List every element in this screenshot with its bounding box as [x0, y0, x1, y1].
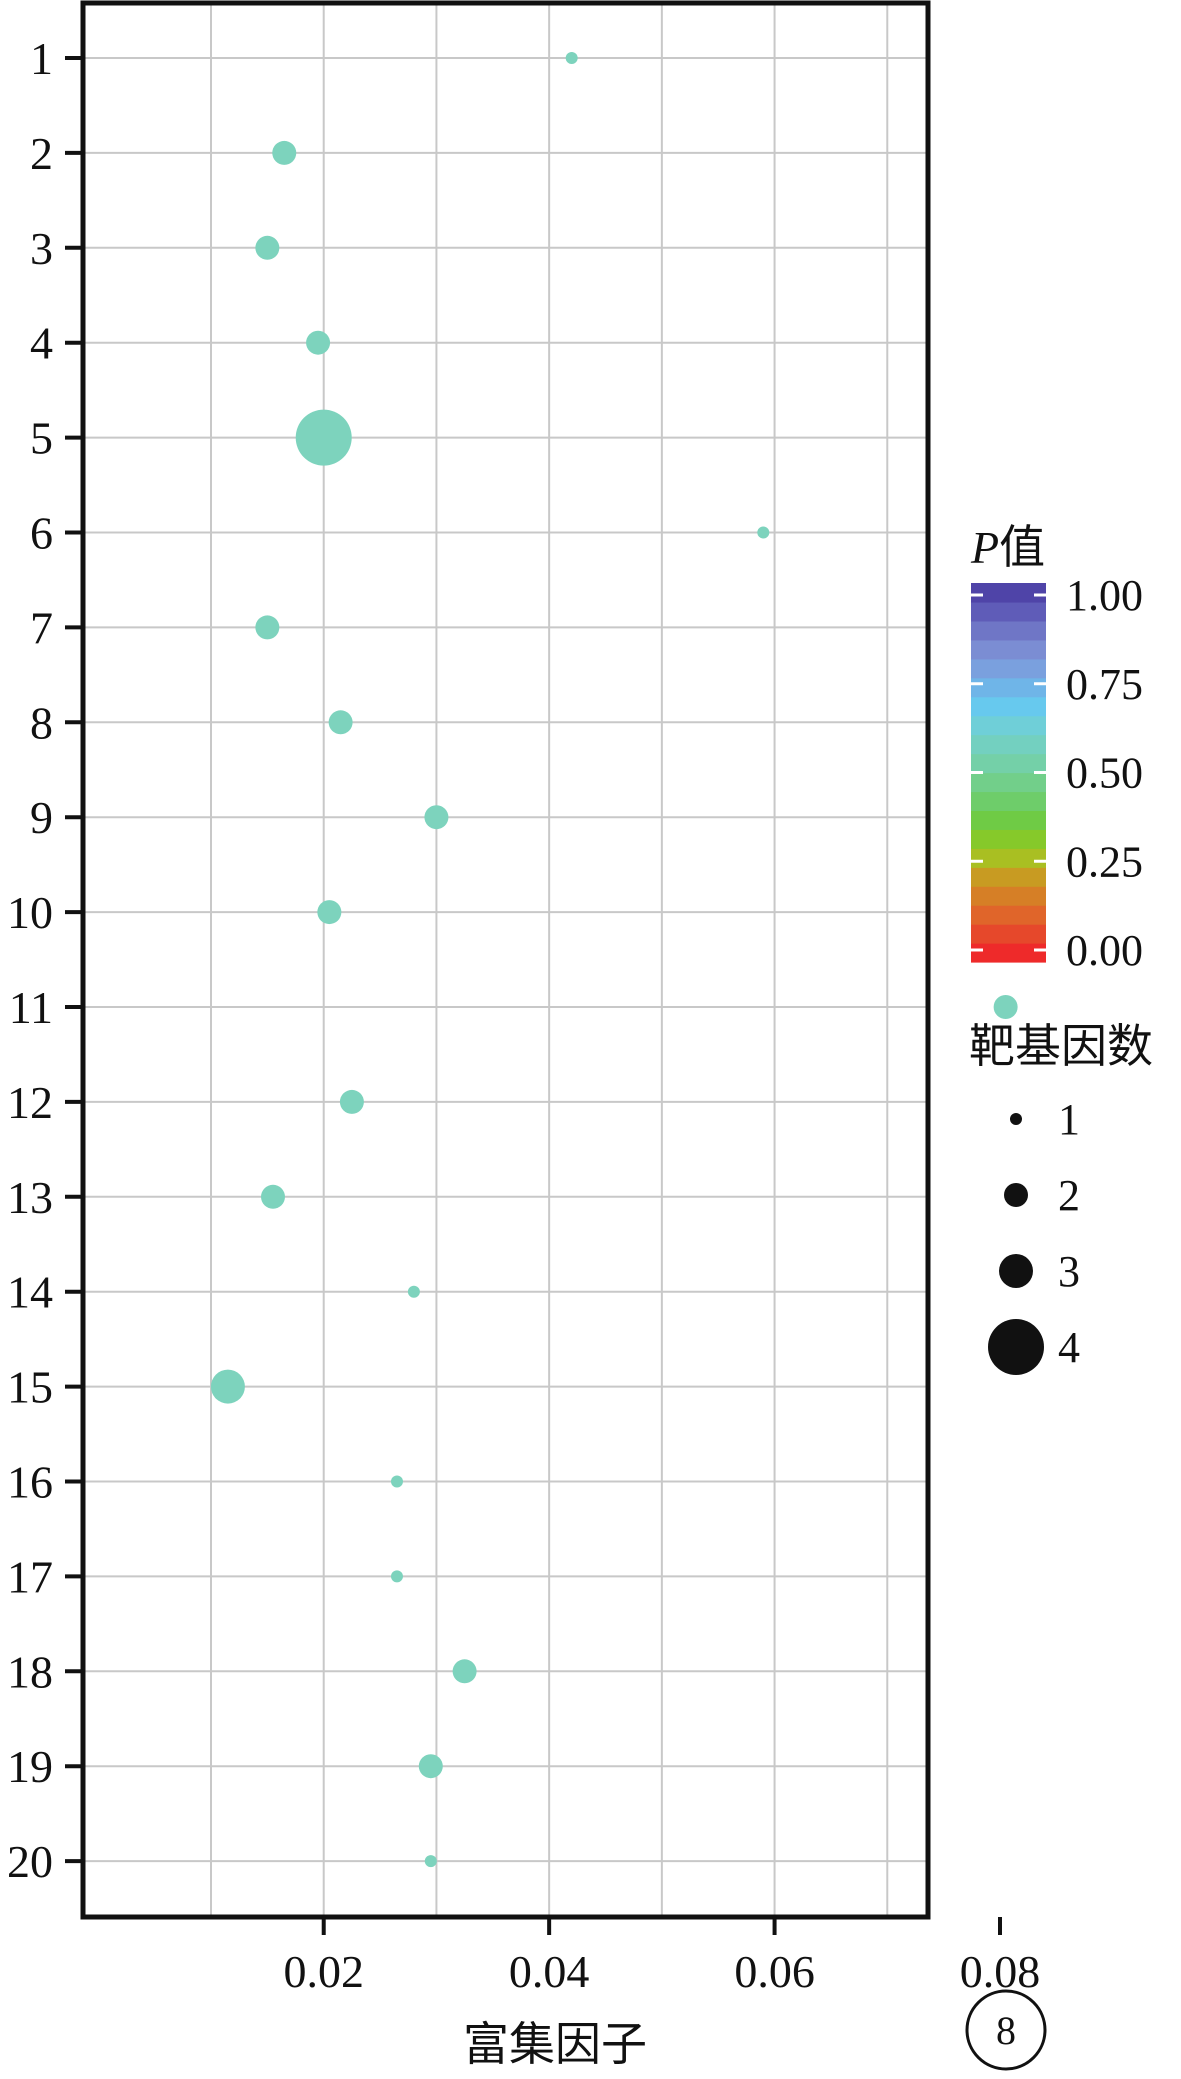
size-legend-marker: [1004, 1183, 1028, 1207]
grid-lines: [83, 3, 928, 1917]
size-legend-marker: [999, 1254, 1033, 1288]
data-point: [407, 1285, 420, 1298]
data-point: [328, 710, 353, 735]
color-legend-swatch: [971, 829, 1046, 849]
y-tick-label: 15: [7, 1362, 53, 1413]
data-point: [390, 1570, 403, 1583]
color-legend-swatch: [971, 620, 1046, 641]
panel-badge-number: 8: [996, 2008, 1016, 2053]
y-tick-label: 2: [30, 128, 53, 179]
y-tick-label: 20: [7, 1836, 53, 1887]
y-tick-label: 9: [30, 792, 53, 843]
color-legend-swatch: [971, 715, 1046, 736]
plot-frame: [80, 0, 931, 1920]
color-legend-swatch: [971, 924, 1046, 944]
size-legend-marker: [1010, 1113, 1022, 1125]
color-legend-swatch: [971, 658, 1046, 679]
data-point: [260, 1184, 285, 1209]
color-legend-tick-label: 1.00: [1066, 571, 1143, 620]
color-legend-swatch: [971, 639, 1046, 660]
color-legend-title-italic: P: [970, 522, 999, 573]
color-legend-swatch: [971, 867, 1046, 887]
color-legend-swatch: [971, 734, 1046, 755]
data-point: [424, 805, 449, 830]
data-point: [339, 1089, 364, 1114]
data-point: [317, 900, 342, 925]
size-legend-marker: [988, 1319, 1044, 1375]
color-legend-tick-label: 0.75: [1066, 660, 1143, 709]
y-tick-label: 12: [7, 1077, 53, 1128]
y-tick-label: 1: [30, 33, 53, 84]
color-legend-swatch: [971, 810, 1046, 830]
x-tick-label: 0.08: [960, 1946, 1041, 1997]
color-legend-ticks: 0.00 0.25 0.50 0.75 1.00: [971, 571, 1143, 975]
data-point: [452, 1659, 477, 1684]
color-legend-tick-label: 0.00: [1066, 926, 1143, 975]
color-legend-tick-label: 0.25: [1066, 837, 1143, 886]
color-legend-swatch: [971, 601, 1046, 622]
x-tick-label: 0.06: [734, 1946, 815, 1997]
panel-badge-circle: [965, 1989, 1047, 2071]
size-legend-label: 1: [1058, 1095, 1080, 1144]
color-legend-swatch: [971, 791, 1046, 811]
size-legend-label: 3: [1058, 1247, 1080, 1296]
data-point: [993, 995, 1018, 1019]
data-point: [306, 330, 331, 355]
y-tick-label: 4: [30, 318, 53, 369]
data-point: [255, 235, 280, 260]
y-tick-label: 8: [30, 697, 53, 748]
y-tick-label: 19: [7, 1741, 53, 1792]
data-point: [418, 1754, 443, 1779]
y-tick-label: 5: [30, 413, 53, 464]
y-tick-label: 18: [7, 1646, 53, 1697]
y-tick-label: 7: [30, 602, 53, 653]
color-legend-tick-label: 0.50: [1066, 749, 1143, 798]
x-axis-label: 富集因子: [463, 2019, 647, 2070]
data-point: [255, 615, 280, 640]
y-tick-label: 3: [30, 223, 53, 274]
y-tick-label: 10: [7, 887, 53, 938]
data-point: [295, 409, 352, 466]
size-legend-title: 靶基因数: [969, 1021, 1153, 1072]
y-tick-label: 16: [7, 1457, 53, 1508]
color-legend-title: P值: [970, 522, 1045, 573]
color-legend-swatch: [971, 848, 1046, 868]
data-point: [565, 52, 578, 64]
y-tick-label: 17: [7, 1551, 53, 1602]
data-point: [272, 140, 297, 165]
color-legend-swatch: [971, 753, 1046, 774]
data-point: [424, 1855, 437, 1868]
y-tick-label: 6: [30, 508, 53, 559]
color-legend-swatch: [971, 696, 1046, 717]
color-legend-bar: [971, 583, 1046, 963]
x-tick-label: 0.02: [283, 1946, 364, 1997]
color-legend-swatch: [971, 772, 1046, 793]
color-legend-title-rest: 值: [999, 522, 1045, 573]
x-tick-labels: 0.02 0.04 0.06 0.08: [283, 1917, 1040, 1997]
data-point: [757, 526, 770, 539]
color-legend-swatch: [971, 905, 1046, 925]
size-legend: 1 2 3 4: [988, 1095, 1080, 1375]
size-legend-label: 2: [1058, 1171, 1080, 1220]
y-tick-label: 13: [7, 1172, 53, 1223]
data-point: [390, 1475, 403, 1488]
y-tick-label: 11: [9, 982, 53, 1033]
y-tick-label: 14: [7, 1267, 53, 1318]
data-points: [210, 52, 1018, 1868]
color-legend-swatch: [971, 677, 1046, 698]
color-legend-swatch: [971, 886, 1046, 906]
color-legend-swatch: [971, 943, 1046, 963]
x-tick-label: 0.04: [509, 1946, 590, 1997]
color-legend-swatch: [971, 583, 1046, 603]
data-point: [210, 1369, 245, 1404]
size-legend-label: 4: [1058, 1323, 1080, 1372]
